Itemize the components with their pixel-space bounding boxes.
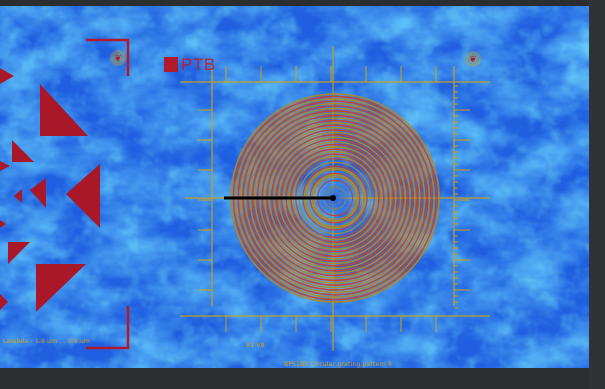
microscope-image: ❦ ❦	[0, 6, 589, 368]
pattern-label: BPS1B0 Circular grating pattern 8	[284, 361, 393, 368]
frame-ticks	[198, 66, 470, 332]
code-label: B1 V8	[246, 342, 265, 349]
corner-logo-left: ❦	[110, 50, 126, 66]
ptb-logo-icon	[164, 57, 178, 72]
svg-text:❦: ❦	[114, 54, 122, 64]
right-edge	[589, 0, 605, 389]
triangle-patterns	[0, 68, 100, 312]
corner-logo-right: ❦	[465, 51, 481, 67]
svg-text:❦: ❦	[469, 55, 477, 65]
corner-brackets	[86, 38, 130, 350]
bottom-edge	[0, 368, 589, 389]
ptb-logo-text: PTB	[181, 55, 216, 74]
wavelength-label: Lambda - 1.6 um ... 0.8 um	[3, 338, 91, 345]
sample-view: ❦ ❦	[0, 6, 589, 368]
top-edge	[0, 0, 589, 6]
